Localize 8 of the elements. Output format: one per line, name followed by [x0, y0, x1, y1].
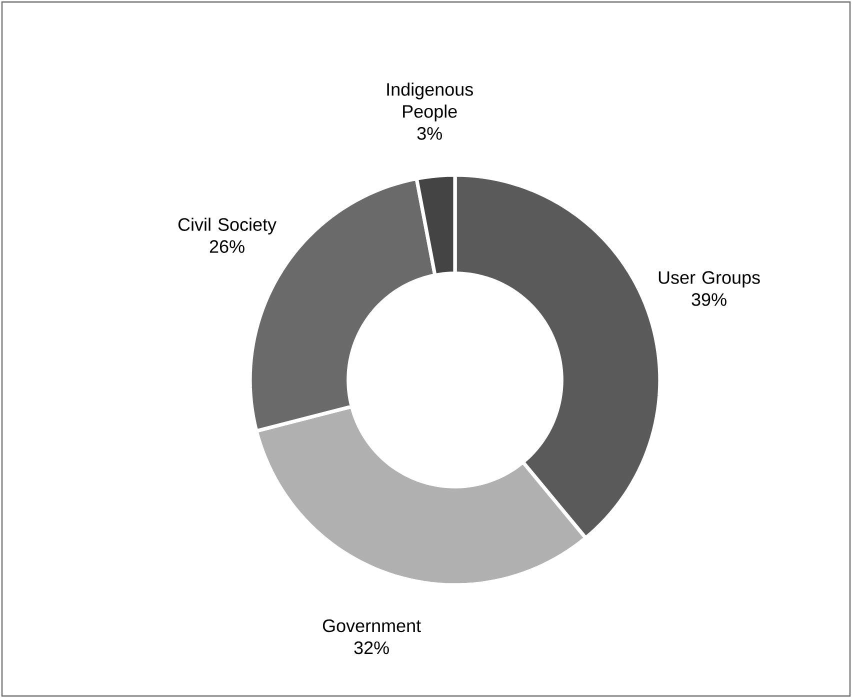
data-label: 3% — [417, 127, 442, 140]
slice-label: Indigenous People — [387, 82, 473, 122]
data-label: 32% — [354, 641, 389, 654]
slice-label: Civil Society — [178, 218, 276, 234]
slice-label: User Groups — [658, 271, 760, 288]
data-label: 39% — [692, 293, 726, 306]
data-label: 26% — [210, 240, 244, 253]
slice-label: Government — [322, 619, 421, 632]
